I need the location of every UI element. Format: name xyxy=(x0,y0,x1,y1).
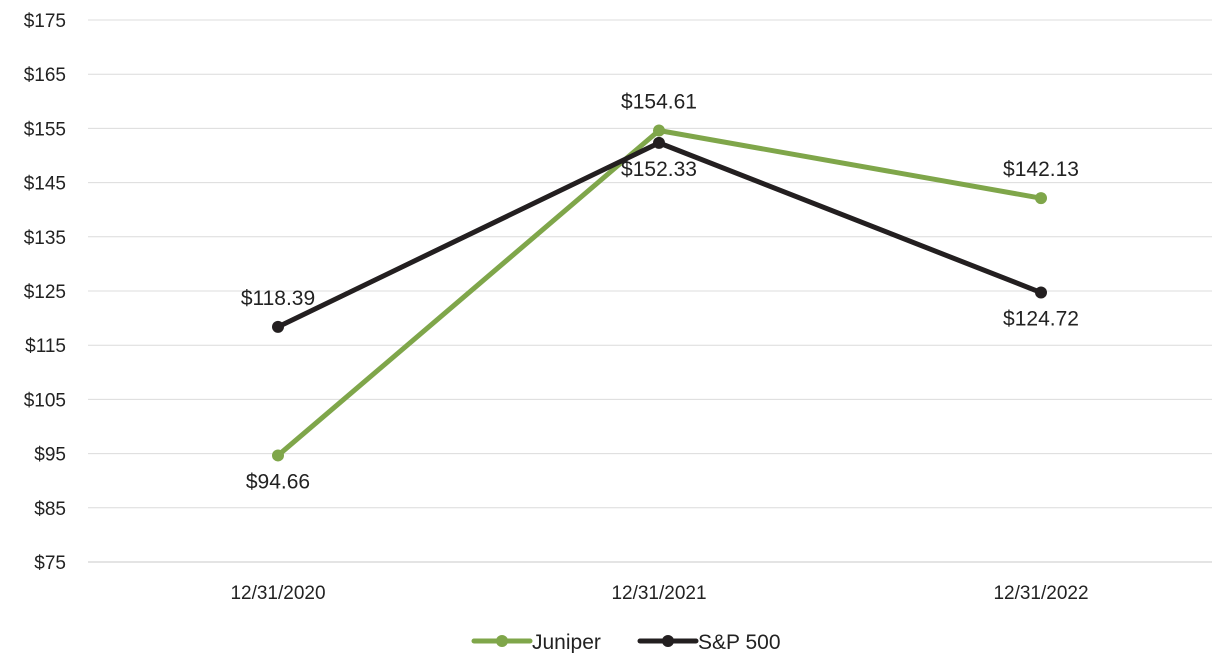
series-lines xyxy=(272,124,1047,462)
y-tick-label: $175 xyxy=(24,11,66,32)
data-point xyxy=(653,124,665,137)
y-tick-label: $105 xyxy=(24,390,66,411)
legend-item: S&P 500 xyxy=(637,631,781,653)
y-tick-label: $165 xyxy=(24,65,66,86)
legend: Juniper S&P 500 xyxy=(471,631,781,653)
data-label: $124.72 xyxy=(1003,308,1079,331)
y-tick-label: $145 xyxy=(24,174,66,195)
legend-label: S&P 500 xyxy=(698,631,781,653)
data-label: $154.61 xyxy=(621,91,697,114)
y-axis-tick-labels: $75 $85 $95 $105 $115 $125 $135 $145 $155 $165 $17… xyxy=(24,11,66,574)
data-point xyxy=(272,449,284,462)
x-axis-tick-labels: 12/31/2020 12/31/2021 12/31/2022 xyxy=(230,583,1088,604)
y-tick-label: $85 xyxy=(34,499,66,520)
y-tick-label: $115 xyxy=(25,336,66,357)
data-label: $142.13 xyxy=(1003,158,1079,181)
legend-swatch-marker xyxy=(496,635,508,647)
y-tick-label: $135 xyxy=(24,228,66,249)
y-tick-label: $95 xyxy=(34,445,66,466)
legend-label: Juniper xyxy=(532,631,601,653)
y-tick-label: $125 xyxy=(24,282,66,303)
data-point xyxy=(653,136,665,149)
y-tick-label: $155 xyxy=(24,119,66,140)
data-point xyxy=(272,320,284,333)
x-tick-label: 12/31/2022 xyxy=(993,583,1088,604)
data-label: $118.39 xyxy=(241,287,315,310)
data-labels: $94.66 $118.39 $154.61 $152.33 $142.13 $124.7… xyxy=(241,91,1079,494)
data-point xyxy=(1035,192,1047,205)
data-label: $94.66 xyxy=(246,470,310,493)
legend-swatch-marker xyxy=(662,635,674,647)
data-point xyxy=(1035,286,1047,299)
x-tick-label: 12/31/2021 xyxy=(611,583,706,604)
legend-item: Juniper xyxy=(471,631,601,653)
y-tick-label: $75 xyxy=(34,553,66,574)
x-tick-label: 12/31/2020 xyxy=(230,583,325,604)
data-label: $152.33 xyxy=(621,158,697,181)
